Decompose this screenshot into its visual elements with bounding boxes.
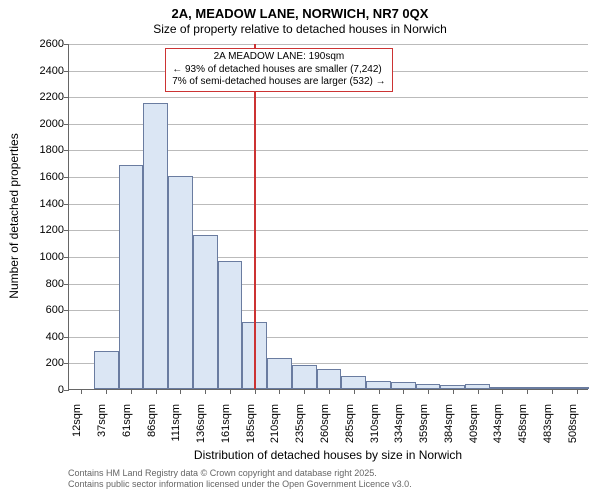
y-tick-label: 1800 — [0, 144, 64, 156]
annotation-line: 7% of semi-detached houses are larger (5… — [172, 76, 385, 89]
histogram-bar — [292, 365, 317, 389]
y-tick-label: 400 — [0, 331, 64, 343]
chart-subtitle: Size of property relative to detached ho… — [0, 22, 600, 36]
y-tick-label: 600 — [0, 304, 64, 316]
histogram-bar — [267, 358, 292, 389]
histogram-bar — [391, 382, 416, 389]
y-tick-label: 1000 — [0, 251, 64, 263]
gridline — [69, 97, 588, 98]
chart-title: 2A, MEADOW LANE, NORWICH, NR7 0QX — [0, 0, 600, 22]
footer-line-1: Contains HM Land Registry data © Crown c… — [68, 468, 377, 478]
histogram-bar — [218, 261, 243, 389]
y-tick-label: 1600 — [0, 171, 64, 183]
histogram-bar — [143, 103, 168, 389]
y-tick-label: 200 — [0, 357, 64, 369]
plot-area: 2A MEADOW LANE: 190sqm← 93% of detached … — [68, 44, 588, 390]
y-tick-label: 2000 — [0, 118, 64, 130]
y-tick-label: 1400 — [0, 198, 64, 210]
y-tick-label: 2400 — [0, 65, 64, 77]
histogram-bar — [317, 369, 342, 389]
y-tick-label: 800 — [0, 278, 64, 290]
histogram-bar — [193, 235, 218, 389]
gridline — [69, 44, 588, 45]
annotation-box: 2A MEADOW LANE: 190sqm← 93% of detached … — [165, 48, 392, 92]
reference-line — [254, 44, 256, 389]
histogram-bar — [168, 176, 193, 389]
property-size-histogram: 2A, MEADOW LANE, NORWICH, NR7 0QX Size o… — [0, 0, 600, 500]
y-tick-label: 1200 — [0, 224, 64, 236]
x-axis-label: Distribution of detached houses by size … — [68, 448, 588, 462]
histogram-bar — [341, 376, 366, 389]
y-tick-label: 2200 — [0, 91, 64, 103]
y-tick-label: 0 — [0, 384, 64, 396]
histogram-bar — [94, 351, 119, 389]
chart-footer: Contains HM Land Registry data © Crown c… — [68, 468, 600, 490]
y-tick-label: 2600 — [0, 38, 64, 50]
histogram-bar — [119, 165, 144, 389]
histogram-bar — [366, 381, 391, 389]
footer-line-2: Contains public sector information licen… — [68, 479, 412, 489]
annotation-line: ← 93% of detached houses are smaller (7,… — [172, 64, 385, 77]
annotation-line: 2A MEADOW LANE: 190sqm — [172, 51, 385, 64]
